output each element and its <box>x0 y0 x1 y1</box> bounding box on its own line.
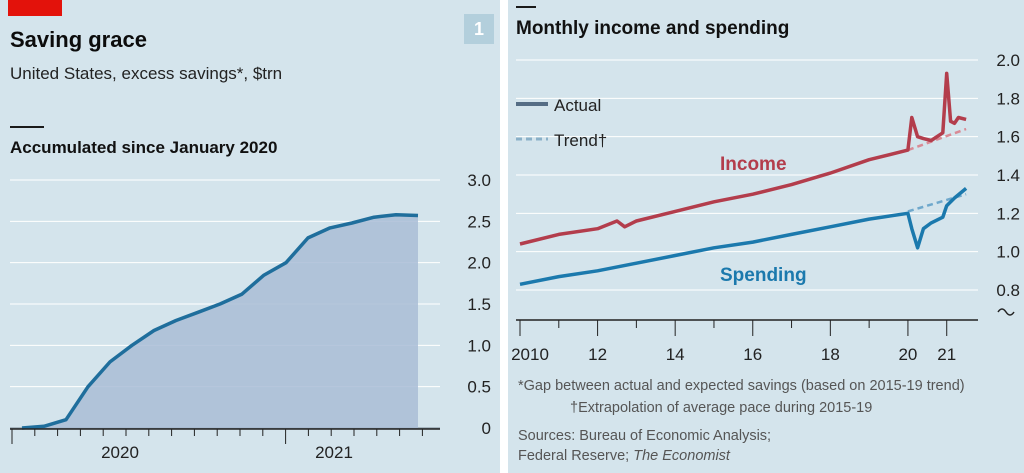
y-tick-label: 0 <box>482 419 491 438</box>
y-tick-label: 2.0 <box>467 254 491 273</box>
y-tick-label: 2.5 <box>467 212 491 231</box>
sources-prefix: Federal Reserve; <box>518 448 634 464</box>
x-tick-label: 2021 <box>315 443 353 462</box>
x-tick-label: 20 <box>898 345 917 364</box>
sources-line-2: Federal Reserve; The Economist <box>518 446 1018 466</box>
legend-trend-label: Trend† <box>554 131 607 150</box>
income-trend-line <box>907 127 967 152</box>
y-tick-label: 1.0 <box>467 336 491 355</box>
left-panel: Saving grace United States, excess savin… <box>0 0 500 473</box>
chart-title: Saving grace <box>10 27 147 52</box>
y-tick-label: 1.5 <box>467 295 491 314</box>
panel-number-badge: 1 <box>464 14 494 44</box>
income-line <box>519 71 967 246</box>
right-panel: Monthly income and spending 0.8 1.0 1.2 1.4… <box>508 0 1024 473</box>
spending-label: Spending <box>720 265 807 286</box>
x-tick-label: 2020 <box>101 443 139 462</box>
x-tick-label: 21 <box>937 345 956 364</box>
y-tick-label: 1.2 <box>996 204 1020 223</box>
y-tick-label: 1.6 <box>996 128 1020 147</box>
savings-line <box>21 212 419 430</box>
sources-line-1: Sources: Bureau of Economic Analysis; <box>518 428 772 444</box>
footnote-star: *Gap between actual and expected savings… <box>518 378 965 394</box>
y-tick-label: 1.4 <box>996 166 1020 185</box>
y-tick-label: 0.8 <box>996 281 1020 300</box>
x-tick-label: 2010 <box>511 345 549 364</box>
savings-area-fill <box>22 214 418 428</box>
section-rule <box>10 126 44 128</box>
sources-publication: The Economist <box>633 448 730 464</box>
x-tick-label: 16 <box>743 345 762 364</box>
footnote-dagger: †Extrapolation of average pace during 20… <box>570 400 873 416</box>
x-tick-label: 14 <box>666 345 685 364</box>
chart-subtitle: United States, excess savings*, $trn <box>10 64 283 83</box>
savings-area-chart: 0 0.5 1.0 1.5 2.0 2.5 3.0 2020 2021 <box>10 171 491 462</box>
spending-line <box>519 187 968 287</box>
income-spending-chart-title: Monthly income and spending <box>516 18 790 39</box>
savings-chart-title: Accumulated since January 2020 <box>10 138 278 157</box>
x-tick-label: 18 <box>821 345 840 364</box>
y-tick-label: 2.0 <box>996 51 1020 70</box>
y-tick-label: 3.0 <box>467 171 491 190</box>
axis-break-icon <box>997 308 1015 316</box>
income-spending-line-chart: 0.8 1.0 1.2 1.4 1.6 1.8 2.0 2010 12 14 16 18 20 21 Inc… <box>511 51 1020 364</box>
y-tick-label: 0.5 <box>467 378 491 397</box>
income-label: Income <box>720 154 787 175</box>
x-tick-label: 12 <box>588 345 607 364</box>
legend-actual-label: Actual <box>554 96 601 115</box>
y-tick-label: 1.8 <box>996 89 1020 108</box>
y-tick-label: 1.0 <box>996 243 1020 262</box>
section-rule <box>516 6 536 8</box>
brand-red-tab <box>8 0 62 16</box>
